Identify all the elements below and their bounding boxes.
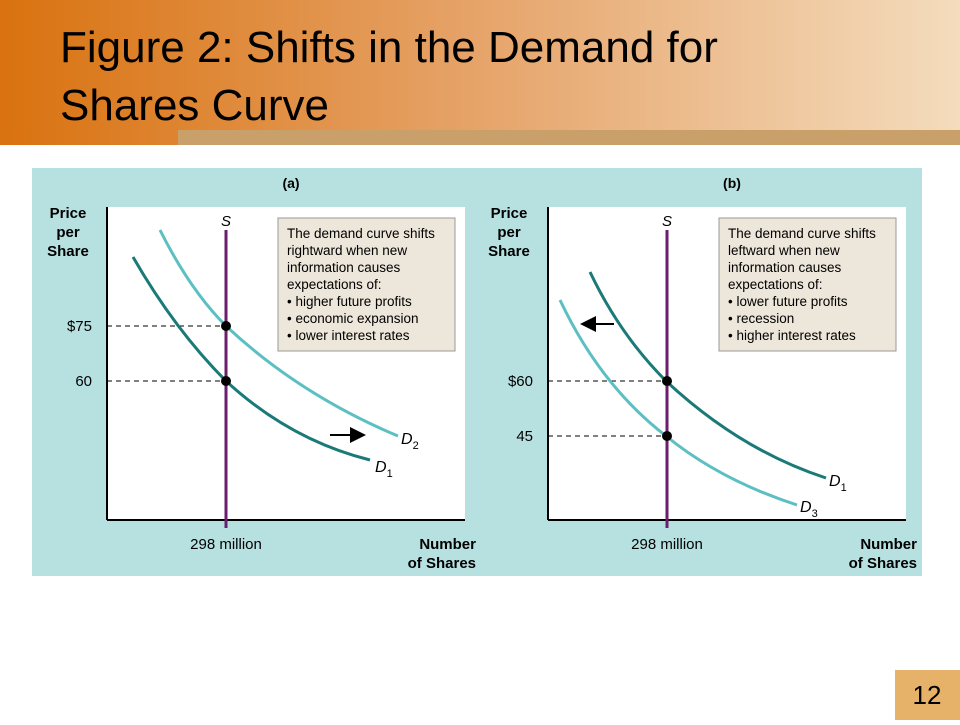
x-tick-label: 298 million <box>190 536 262 553</box>
curve-letter: D <box>375 459 387 476</box>
panel-label: (b) <box>723 175 741 191</box>
demand-curve <box>158 229 399 438</box>
curve-label: D1 <box>375 459 393 480</box>
panel: (b) Price per Share Number of Shares S 298 mill… <box>488 175 917 572</box>
y-tick-label: 60 <box>75 373 92 390</box>
curve-subscript: 1 <box>841 482 847 494</box>
curve-label: D2 <box>401 431 419 452</box>
y-tick-label: 45 <box>516 428 533 445</box>
note-line: information causes <box>728 260 842 275</box>
x-axis-label: of Shares <box>408 555 476 572</box>
note-line: expectations of: <box>287 277 382 292</box>
supply-label: S <box>221 213 231 230</box>
x-axis-label: Number <box>860 536 917 553</box>
x-tick-label: 298 million <box>631 536 703 553</box>
note-line: • lower future profits <box>728 294 848 309</box>
note-line: • higher future profits <box>287 294 412 309</box>
curve-subscript: 3 <box>812 508 818 520</box>
equilibrium-point <box>221 376 231 386</box>
note-box <box>718 217 897 352</box>
y-axis-label: Price <box>50 205 87 222</box>
page-number-box <box>895 670 960 720</box>
note-line: information causes <box>287 260 401 275</box>
header-band <box>0 0 960 145</box>
page-number: 12 <box>913 680 942 710</box>
x-axis-label: Number <box>419 536 476 553</box>
supply-label: S <box>662 213 672 230</box>
y-axis-label: Share <box>488 243 530 260</box>
panel: (a) Price per Share Number of Shares S 298 mill… <box>47 175 476 572</box>
curve-subscript: 2 <box>413 440 419 452</box>
title: Figure 2: Shifts in the Demand for <box>60 23 718 72</box>
note-line: • recession <box>728 311 794 326</box>
note-line: • higher interest rates <box>728 328 856 343</box>
y-axis-label: per <box>497 224 521 241</box>
header-strip <box>178 130 960 145</box>
equilibrium-point <box>221 321 231 331</box>
title: Shares Curve <box>60 81 329 130</box>
note-line: • economic expansion <box>287 311 419 326</box>
curve-letter: D <box>401 431 413 448</box>
note-box <box>277 217 456 352</box>
curve-letter: D <box>800 499 812 516</box>
panel-label: (a) <box>282 175 299 191</box>
y-axis-label: per <box>56 224 80 241</box>
curve-label: D3 <box>800 499 818 520</box>
y-axis-label: Price <box>491 205 528 222</box>
note-line: rightward when new <box>287 243 407 258</box>
note-line: • lower interest rates <box>287 328 410 343</box>
y-axis-label: Share <box>47 243 89 260</box>
x-axis-label: of Shares <box>849 555 917 572</box>
note-line: The demand curve shifts <box>287 226 435 241</box>
y-tick-label: $60 <box>508 373 533 390</box>
equilibrium-point <box>662 376 672 386</box>
note-line: The demand curve shifts <box>728 226 876 241</box>
curve-letter: D <box>829 473 841 490</box>
note-line: leftward when new <box>728 243 840 258</box>
curve-label: D1 <box>829 473 847 494</box>
curve-subscript: 1 <box>387 468 393 480</box>
equilibrium-point <box>662 431 672 441</box>
note-line: expectations of: <box>728 277 823 292</box>
y-tick-label: $75 <box>67 318 92 335</box>
